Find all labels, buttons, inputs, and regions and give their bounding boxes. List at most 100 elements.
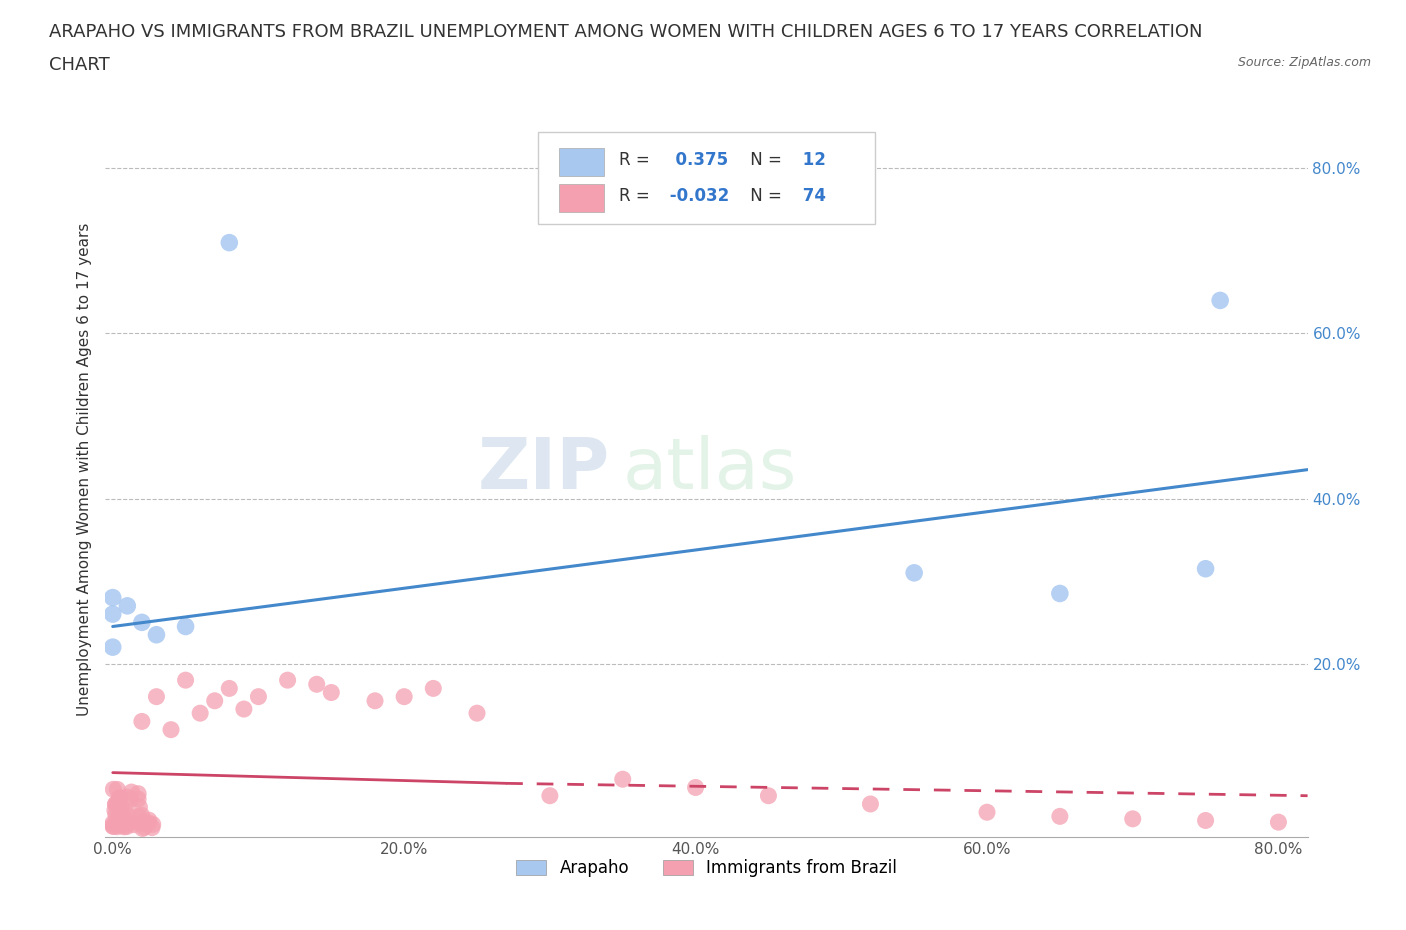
Point [976,804,998,819]
Point [277,672,299,687]
Point [364,694,387,709]
Text: N =: N = [745,151,782,168]
Point [1209,293,1232,308]
Point [117,790,139,804]
Point [903,565,925,580]
Point [110,810,132,825]
Point [1194,562,1216,577]
Text: -0.032: -0.032 [665,187,730,205]
Point [1049,586,1071,601]
Point [108,807,131,822]
Point [145,628,167,643]
Point [131,615,153,630]
Text: CHART: CHART [49,56,110,73]
Point [103,782,125,797]
Point [107,794,129,809]
Point [612,772,634,787]
Point [131,714,153,729]
Point [108,790,131,805]
Point [111,810,134,825]
Point [174,672,197,687]
Point [104,807,127,822]
Point [422,681,444,696]
Point [131,816,153,830]
Point [247,689,270,704]
Point [1122,811,1144,826]
Point [120,815,142,830]
Point [120,791,142,806]
Text: 12: 12 [797,151,825,168]
Point [104,803,127,817]
Point [1267,815,1289,830]
Point [112,803,135,817]
Point [758,789,780,804]
FancyBboxPatch shape [558,184,605,212]
Point [321,685,343,700]
Point [188,706,211,721]
Point [101,817,124,831]
FancyBboxPatch shape [538,132,875,223]
Text: 74: 74 [797,187,825,205]
Point [392,689,415,704]
Point [174,619,197,634]
Point [134,819,156,834]
Point [132,815,155,830]
Point [111,803,134,817]
Text: Source: ZipAtlas.com: Source: ZipAtlas.com [1237,56,1371,69]
Point [132,815,155,830]
Point [121,785,143,800]
Point [685,780,707,795]
Text: atlas: atlas [623,435,797,504]
Point [127,791,149,806]
Point [104,797,127,812]
Point [105,782,128,797]
Point [101,606,124,621]
Point [108,806,131,821]
Point [112,819,135,834]
Point [110,814,132,829]
FancyBboxPatch shape [558,148,605,176]
Point [232,701,254,716]
Point [131,808,153,823]
Legend: Arapaho, Immigrants from Brazil: Arapaho, Immigrants from Brazil [509,853,904,884]
Text: R =: R = [619,151,650,168]
Point [538,789,561,804]
Point [122,817,145,832]
Point [107,797,129,812]
Point [101,640,124,655]
Text: N =: N = [745,187,782,205]
Point [138,813,160,828]
Point [127,786,149,801]
Point [218,235,240,250]
Point [131,815,153,830]
Point [114,817,136,832]
Point [103,819,125,834]
Text: 0.375: 0.375 [665,151,728,168]
Point [128,800,150,815]
Point [160,723,183,737]
Point [108,790,131,805]
Point [127,809,149,824]
Point [859,796,882,811]
Point [131,821,153,836]
Point [136,816,159,830]
Text: ARAPAHO VS IMMIGRANTS FROM BRAZIL UNEMPLOYMENT AMONG WOMEN WITH CHILDREN AGES 6 : ARAPAHO VS IMMIGRANTS FROM BRAZIL UNEMPL… [49,23,1202,41]
Point [104,797,127,812]
Point [142,817,165,831]
Point [1049,809,1071,824]
Point [1194,813,1216,828]
Point [141,820,163,835]
Point [101,818,124,833]
Point [465,706,488,721]
Point [101,591,124,605]
Text: ZIP: ZIP [478,435,610,504]
Point [112,811,135,826]
Point [111,814,134,829]
Point [115,819,138,834]
Point [145,689,167,704]
Point [115,807,138,822]
Point [218,681,240,696]
Point [117,598,139,613]
Point [204,694,226,709]
Point [105,819,128,834]
